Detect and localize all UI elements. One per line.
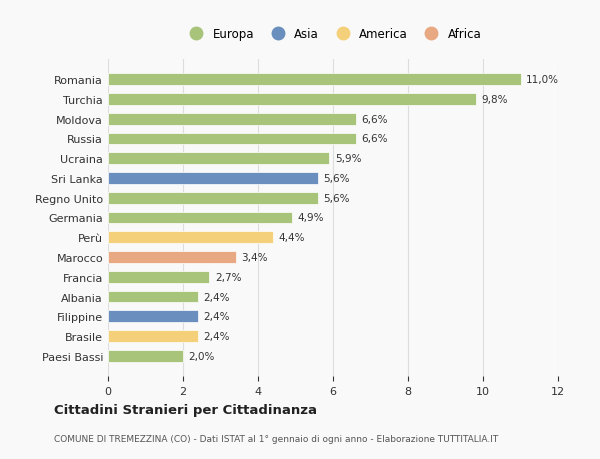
Text: 5,6%: 5,6% bbox=[323, 193, 350, 203]
Bar bbox=[108, 291, 198, 303]
Text: 2,7%: 2,7% bbox=[215, 272, 241, 282]
Text: 2,4%: 2,4% bbox=[203, 331, 230, 341]
Text: 2,4%: 2,4% bbox=[203, 292, 230, 302]
Bar bbox=[108, 133, 355, 145]
Bar bbox=[108, 252, 235, 263]
Bar bbox=[108, 350, 183, 362]
Text: 5,9%: 5,9% bbox=[335, 154, 361, 164]
Bar bbox=[108, 271, 209, 283]
Bar bbox=[108, 153, 329, 165]
Bar bbox=[108, 232, 273, 244]
Text: 11,0%: 11,0% bbox=[526, 75, 559, 85]
Bar bbox=[108, 94, 476, 106]
Text: 2,0%: 2,0% bbox=[188, 351, 215, 361]
Text: COMUNE DI TREMEZZINA (CO) - Dati ISTAT al 1° gennaio di ogni anno - Elaborazione: COMUNE DI TREMEZZINA (CO) - Dati ISTAT a… bbox=[54, 434, 498, 442]
Bar bbox=[108, 212, 292, 224]
Text: 9,8%: 9,8% bbox=[481, 95, 508, 105]
Bar bbox=[108, 173, 318, 185]
Text: 6,6%: 6,6% bbox=[361, 114, 388, 124]
Bar bbox=[108, 74, 521, 86]
Bar bbox=[108, 192, 318, 204]
Text: 4,4%: 4,4% bbox=[278, 233, 305, 243]
Text: 2,4%: 2,4% bbox=[203, 312, 230, 322]
Legend: Europa, Asia, America, Africa: Europa, Asia, America, Africa bbox=[181, 24, 485, 45]
Text: 5,6%: 5,6% bbox=[323, 174, 350, 184]
Bar bbox=[108, 113, 355, 125]
Text: 4,9%: 4,9% bbox=[298, 213, 324, 223]
Bar bbox=[108, 311, 198, 323]
Text: Cittadini Stranieri per Cittadinanza: Cittadini Stranieri per Cittadinanza bbox=[54, 403, 317, 416]
Text: 3,4%: 3,4% bbox=[241, 252, 268, 263]
Bar bbox=[108, 330, 198, 342]
Text: 6,6%: 6,6% bbox=[361, 134, 388, 144]
